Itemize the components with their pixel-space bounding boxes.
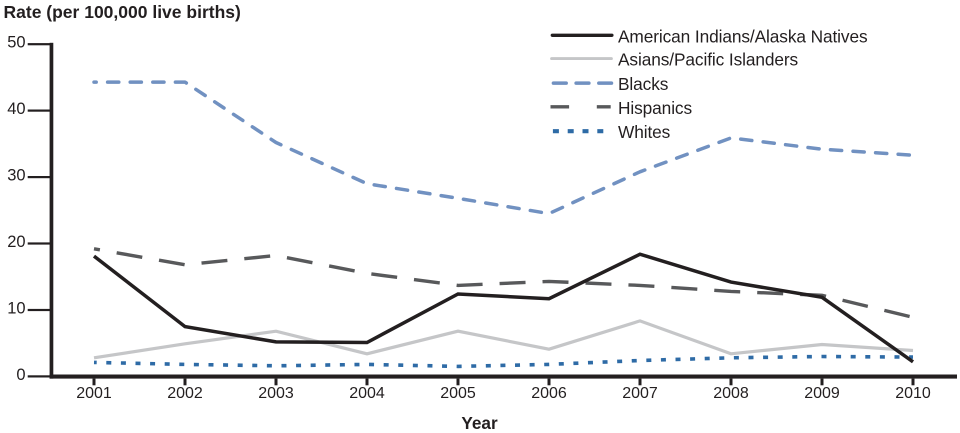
svg-text:2004: 2004 (349, 385, 385, 402)
svg-text:2006: 2006 (531, 385, 567, 402)
svg-text:2005: 2005 (440, 385, 476, 402)
svg-text:Hispanics: Hispanics (618, 98, 692, 118)
svg-text:Asians/Pacific Islanders: Asians/Pacific Islanders (618, 50, 799, 70)
svg-text:10: 10 (7, 299, 25, 317)
svg-text:0: 0 (16, 366, 25, 384)
svg-text:2001: 2001 (76, 385, 112, 402)
svg-text:40: 40 (7, 100, 25, 118)
svg-text:2008: 2008 (713, 385, 749, 402)
svg-text:Blacks: Blacks (618, 74, 669, 94)
svg-text:Year: Year (461, 413, 498, 433)
svg-text:2003: 2003 (258, 385, 294, 402)
svg-text:30: 30 (7, 167, 25, 185)
svg-text:Rate (per 100,000 live births): Rate (per 100,000 live births) (4, 2, 241, 22)
svg-text:2010: 2010 (895, 385, 931, 402)
svg-text:20: 20 (7, 233, 25, 251)
svg-text:2002: 2002 (167, 385, 203, 402)
svg-text:50: 50 (7, 34, 25, 52)
svg-text:2007: 2007 (622, 385, 658, 402)
svg-text:2009: 2009 (804, 385, 840, 402)
svg-text:Whites: Whites (618, 122, 671, 142)
svg-text:American Indians/Alaska Native: American Indians/Alaska Natives (618, 26, 868, 46)
